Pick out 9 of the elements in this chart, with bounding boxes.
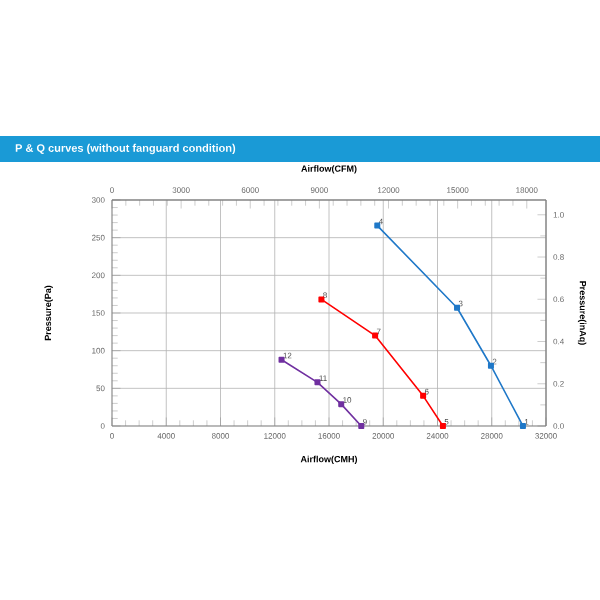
point <box>487 362 494 369</box>
point <box>519 423 526 429</box>
point <box>374 222 381 229</box>
point <box>358 423 365 429</box>
point <box>318 296 325 303</box>
point <box>278 356 285 363</box>
point <box>314 379 321 386</box>
point <box>338 401 345 408</box>
point <box>439 423 446 429</box>
